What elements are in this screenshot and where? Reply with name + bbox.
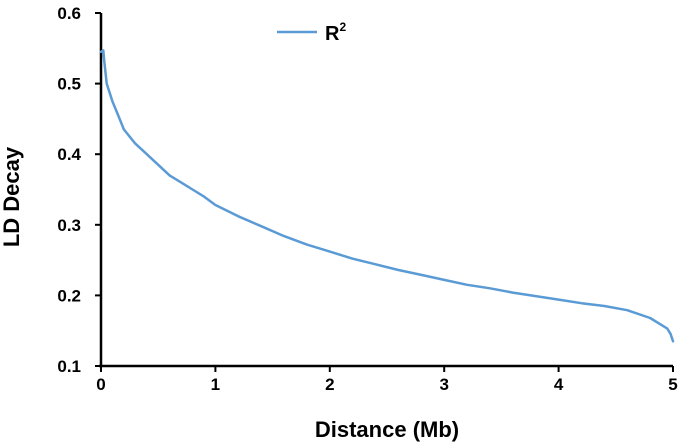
legend-label: R2 — [325, 20, 346, 45]
y-axis: 0.1 0.2 0.3 0.4 0.5 0.6 — [57, 4, 103, 376]
x-tick-label: 0 — [96, 375, 105, 394]
x-tick-label: 1 — [211, 375, 220, 394]
x-tick-label: 5 — [668, 375, 677, 394]
x-tick-label: 2 — [325, 375, 334, 394]
y-tick-label: 0.6 — [57, 4, 81, 23]
y-axis-title: LD Decay — [0, 146, 24, 247]
y-tick-label: 0.1 — [57, 357, 81, 376]
legend-label-base: R — [325, 23, 340, 45]
x-axis-title: Distance (Mb) — [315, 417, 459, 442]
y-tick-label: 0.4 — [57, 145, 81, 164]
x-axis: 0 1 2 3 4 5 — [96, 364, 678, 394]
y-tick-label: 0.3 — [57, 216, 81, 235]
x-tick-label: 4 — [554, 375, 564, 394]
legend: R2 — [277, 20, 346, 45]
legend-label-superscript: 2 — [339, 20, 346, 34]
x-tick-label: 3 — [439, 375, 448, 394]
series-line-r2 — [99, 49, 675, 343]
y-tick-label: 0.2 — [57, 286, 81, 305]
y-tick-label: 0.5 — [57, 75, 81, 94]
plot-area — [99, 49, 675, 343]
